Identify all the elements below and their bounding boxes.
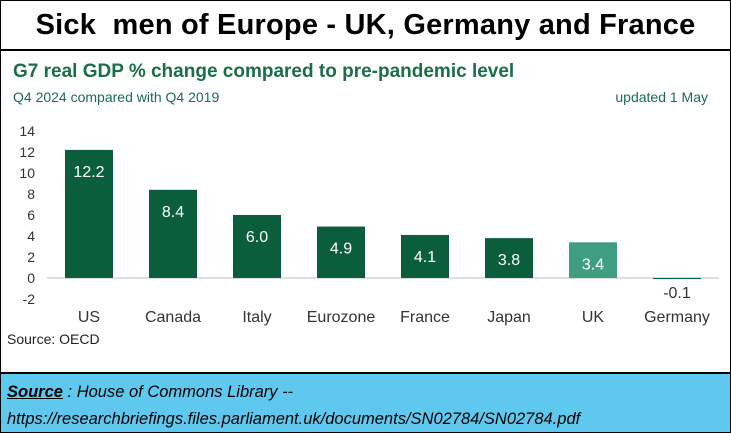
footer-source-label: Source [7, 383, 63, 401]
bar [401, 234, 449, 278]
chart-subtitle: Q4 2024 compared with Q4 2019 [13, 89, 220, 105]
x-tick-label: France [400, 309, 450, 326]
chart-updated-note: updated 1 May [615, 89, 708, 105]
bar [569, 242, 617, 278]
x-tick-label: Japan [487, 309, 531, 326]
data-label: 12.2 [73, 164, 104, 181]
banner: Sick men of Europe - UK, Germany and Fra… [1, 1, 730, 51]
footer-source-sep: : [62, 383, 77, 401]
bar [65, 149, 113, 278]
footer-citation: Source : House of Commons Library -- htt… [1, 372, 730, 432]
bar [149, 189, 197, 278]
chart-title: G7 real GDP % change compared to pre-pan… [13, 61, 515, 82]
bar [485, 238, 533, 278]
bar [317, 226, 365, 278]
x-tick-label: Italy [242, 309, 271, 326]
data-label: 6.0 [246, 229, 268, 246]
x-tick-label: Germany [644, 309, 710, 326]
y-tick-label: 14 [19, 123, 35, 139]
y-tick-label: 4 [27, 228, 35, 244]
y-tick-label: -2 [23, 291, 36, 307]
bar [653, 278, 701, 280]
y-tick-label: 0 [27, 270, 35, 286]
data-label: 4.1 [414, 249, 436, 266]
data-label: 8.4 [162, 204, 184, 221]
y-tick-label: 8 [27, 186, 35, 202]
data-label: -0.1 [663, 285, 691, 302]
data-label: 4.9 [330, 241, 352, 258]
x-tick-label: UK [582, 309, 605, 326]
chart-source: Source: OECD [7, 331, 100, 347]
y-tick-label: 12 [19, 144, 35, 160]
bar [233, 215, 281, 278]
y-tick-label: 10 [19, 165, 35, 181]
bar-chart: -2 0 2 4 6 8 10 12 14 12.2 US 8.4 Canada 6.0 Italy 4.9 E… [19, 123, 719, 326]
x-tick-label: Eurozone [307, 309, 376, 326]
footer-source-text: House of Commons Library -- [76, 383, 294, 401]
y-tick-label: 2 [27, 249, 35, 265]
x-tick-label: US [78, 309, 100, 326]
y-tick-label: 6 [27, 207, 35, 223]
banner-title: Sick men of Europe - UK, Germany and Fra… [35, 8, 696, 41]
footer-url[interactable]: https://researchbriefings.files.parliame… [7, 410, 581, 428]
data-label: 3.8 [498, 252, 520, 269]
x-tick-label: Canada [145, 309, 201, 326]
data-label: 3.4 [582, 256, 604, 273]
